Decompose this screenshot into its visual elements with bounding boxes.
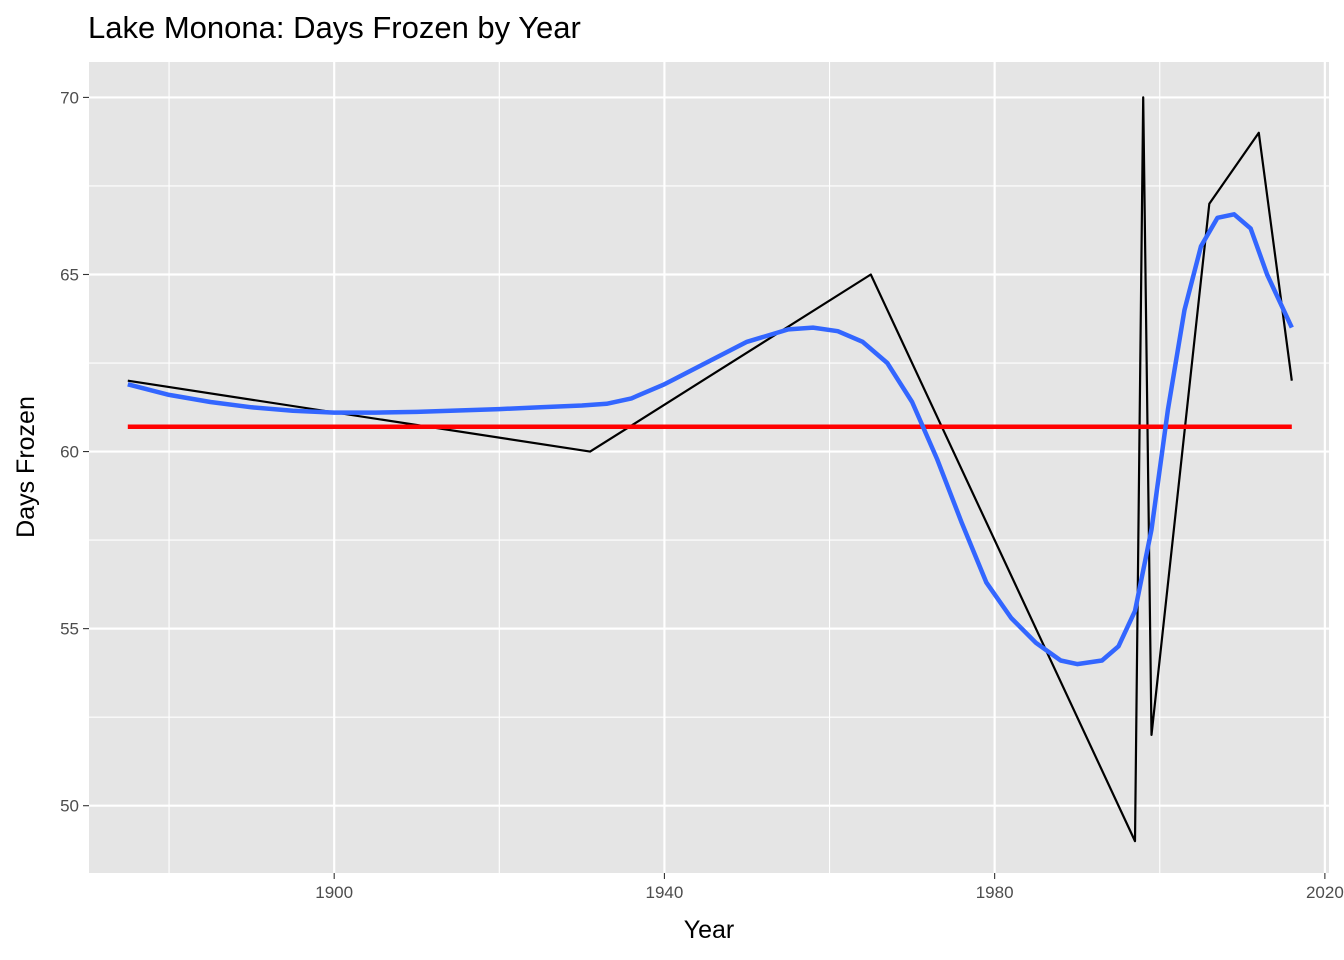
x-tick-label: 1900: [315, 883, 353, 902]
smooth-series-line: [127, 212, 1294, 667]
y-tick-label: 55: [60, 620, 79, 639]
y-tick-label: 70: [60, 88, 79, 107]
major-gridlines: [89, 62, 1329, 873]
raw-series-line: [127, 96, 1293, 843]
series-layer: [127, 96, 1294, 843]
x-axis-title: Year: [684, 916, 735, 944]
x-tick-label: 2020: [1306, 883, 1344, 902]
y-tick-label: 65: [60, 265, 79, 284]
chart-title: Lake Monona: Days Frozen by Year: [88, 10, 581, 45]
plot-panel: [89, 62, 1329, 873]
y-tick-label: 60: [60, 443, 79, 462]
y-axis-title: Days Frozen: [12, 396, 40, 538]
x-tick-label: 1980: [976, 883, 1014, 902]
axis-ticks: [83, 96, 1326, 879]
x-tick-label: 1940: [646, 883, 684, 902]
tick-labels: 1900 1940 1980 2020 50 55 60 65 70: [60, 88, 1344, 902]
y-tick-label: 50: [60, 797, 79, 816]
